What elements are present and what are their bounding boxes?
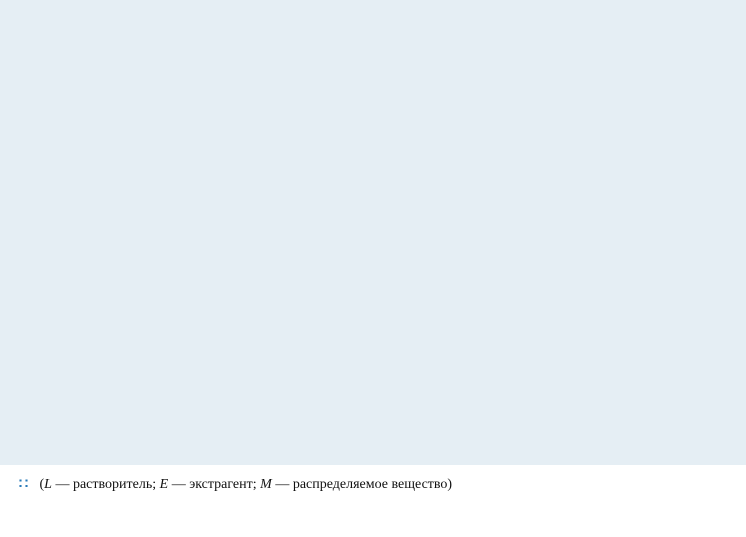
caption-paren: (L — растворитель; E — экстрагент; M — р… [40, 477, 453, 492]
caption-marker: :: [18, 474, 30, 491]
ternary-diagram-figure [0, 0, 746, 465]
figure-caption: :: (L — растворитель; E — экстрагент; M … [0, 465, 746, 501]
